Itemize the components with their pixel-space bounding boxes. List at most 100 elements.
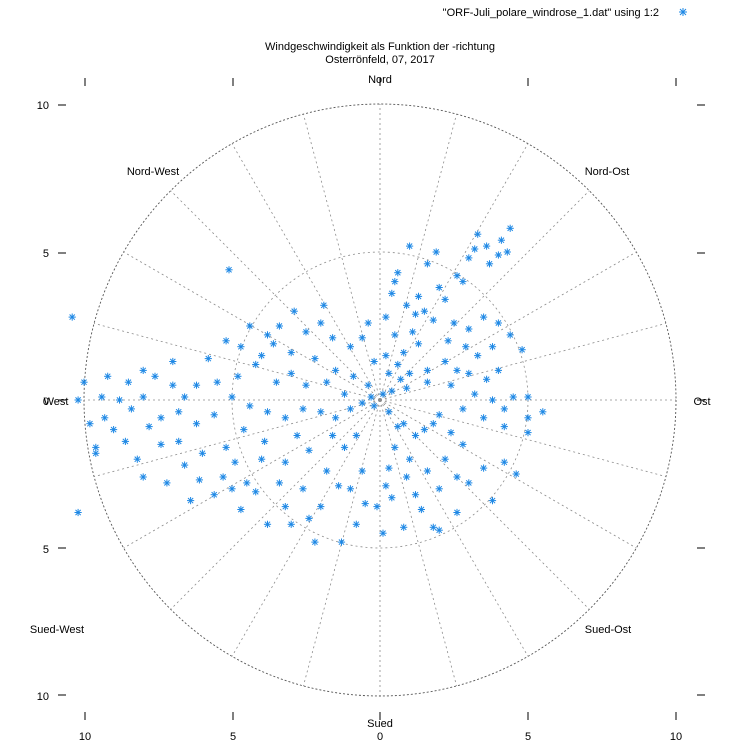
data-point [187,497,195,505]
data-point [263,331,272,339]
grid-spoke [231,143,381,401]
label-southwest: Sued-West [30,624,84,636]
data-point [340,443,349,451]
data-point [494,251,502,259]
data-point [500,423,508,431]
grid-spoke [379,399,637,549]
data-point [382,482,390,490]
y-tick-label: 10 [37,691,49,703]
data-point [311,355,319,363]
data-point [346,485,354,493]
data-point [302,381,310,389]
data-point [364,381,372,389]
data-point [406,369,414,377]
data-point [258,455,266,463]
data-point [213,378,221,386]
data-point [471,390,479,398]
data-point [512,470,520,478]
data-point [192,420,201,428]
data-point [139,393,147,401]
legend-marker [679,8,687,16]
data-point [441,357,449,366]
data-point [320,301,328,309]
data-point [441,455,449,463]
data-point [169,381,177,389]
data-point [506,331,514,339]
data-point [444,337,452,345]
data-points [68,224,547,546]
data-point [163,479,171,487]
data-point [423,260,431,268]
data-point [234,372,242,380]
polar-grid [58,78,705,720]
data-point [379,390,387,398]
chart-title: Windgeschwindigkeit als Funktion der -ri… [265,41,495,53]
label-south: Sued [367,718,393,730]
data-point [453,473,461,481]
data-point [210,491,218,499]
data-point [411,310,420,318]
data-point [411,431,420,440]
data-point [210,411,218,419]
data-point [98,393,106,401]
data-point [169,357,177,366]
data-point [349,372,357,380]
x-tick-label: 5 [230,731,236,743]
data-point [400,523,408,531]
data-point [373,503,381,511]
data-point [115,396,124,404]
data-point [480,313,488,321]
data-point [74,508,82,517]
data-point [346,343,354,351]
label-north: Nord [368,74,392,86]
data-point [400,420,408,428]
grid-spoke [379,113,457,401]
data-point [391,331,399,339]
data-point [145,423,153,431]
data-point [503,248,511,256]
data-point [252,360,260,369]
data-point [317,319,325,327]
data-point [385,369,393,377]
data-point [127,405,135,413]
x-tick-label: 10 [79,731,91,743]
data-point [157,414,165,422]
data-point [394,360,402,369]
x-axis-ticks: 10 5 0 5 10 [79,731,682,743]
data-point [370,402,378,410]
label-east: Ost [693,396,710,408]
data-point [453,508,461,517]
data-point [332,366,340,374]
data-point [305,514,313,523]
data-point [175,437,183,445]
data-point [92,449,100,457]
data-point [382,313,390,321]
data-point [406,455,414,463]
data-point [494,366,502,374]
data-point [459,278,467,286]
data-point [403,473,411,481]
data-point [299,485,307,493]
data-point [263,520,272,528]
data-point [281,503,289,511]
data-point [151,372,159,380]
data-point [441,295,449,303]
data-point [272,378,280,386]
data-point [80,378,88,386]
data-point [403,384,411,392]
y-axis-ticks: 10 5 0 5 10 [37,100,49,703]
data-point [480,464,488,472]
data-point [332,414,340,422]
data-point [358,467,366,475]
data-point [352,431,360,440]
data-point [453,366,461,374]
grid-spoke [170,399,381,610]
data-point [104,372,112,380]
data-point [323,378,331,386]
data-point [459,405,467,413]
data-point [317,408,325,416]
data-point [388,494,396,502]
grid-spoke [170,190,381,401]
data-point [287,369,295,377]
data-point [281,458,289,466]
